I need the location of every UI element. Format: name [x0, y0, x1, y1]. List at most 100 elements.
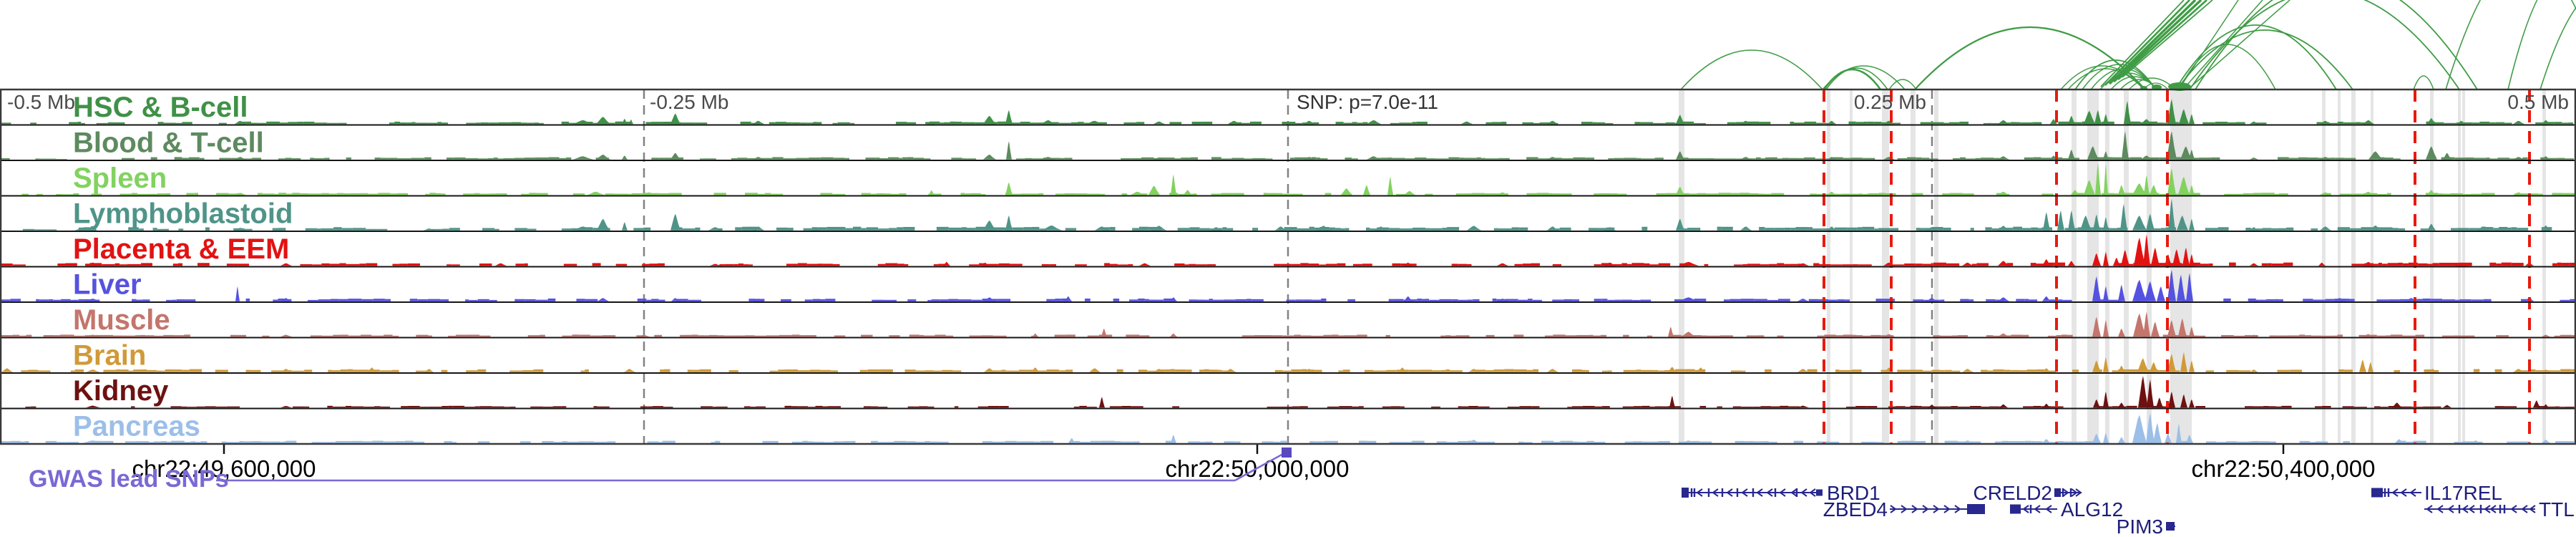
signal-noise — [488, 122, 499, 125]
strand-arrow-icon — [1809, 488, 1816, 497]
signal-noise — [1921, 406, 1932, 408]
signal-noise — [1170, 369, 1175, 372]
gene-pim3[interactable]: PIM3 — [2117, 516, 2175, 537]
signal-noise — [1758, 441, 1764, 443]
signal-peak — [2182, 247, 2190, 266]
signal-noise — [2192, 262, 2200, 266]
signal-noise — [1174, 369, 1186, 372]
interaction-fan-line — [2190, 0, 2290, 87]
gwas-lead-snp-marker[interactable] — [1282, 448, 1292, 458]
signal-noise — [962, 158, 967, 160]
signal-noise — [30, 122, 37, 125]
signal-noise — [352, 369, 362, 372]
signal-noise — [78, 299, 92, 301]
track-row-lymphoblastoid[interactable] — [22, 198, 2552, 231]
signal-noise — [1395, 193, 1407, 195]
signal-noise — [417, 299, 428, 301]
signal-peak — [753, 226, 764, 231]
signal-noise — [2030, 263, 2036, 266]
signal-peak — [753, 157, 764, 160]
signal-noise — [1706, 193, 1719, 195]
signal-noise — [2024, 299, 2029, 301]
signal-noise — [1128, 264, 1133, 266]
signal-noise — [1075, 440, 1080, 443]
track-row-placenta-eem[interactable] — [1, 234, 2575, 266]
track-row-muscle[interactable] — [1, 311, 2576, 337]
signal-noise — [1594, 264, 1601, 266]
signal-peak — [1275, 226, 1287, 231]
signal-noise — [113, 335, 127, 337]
signal-noise — [286, 440, 297, 443]
signal-noise — [404, 440, 414, 443]
signal-noise — [731, 335, 745, 337]
gene-il17rel[interactable]: IL17REL — [2371, 482, 2502, 504]
signal-noise — [2427, 263, 2433, 266]
track-row-kidney[interactable] — [25, 376, 2575, 408]
signal-noise — [1485, 193, 1498, 195]
signal-noise — [1335, 122, 1344, 125]
signal-noise — [820, 369, 831, 372]
signal-peak — [2104, 164, 2108, 195]
signal-noise — [764, 193, 771, 195]
signal-noise — [2557, 158, 2565, 160]
track-row-liver[interactable] — [1, 269, 2576, 301]
signal-noise — [351, 406, 364, 408]
signal-noise — [1141, 157, 1154, 160]
signal-noise — [1586, 440, 1594, 443]
signal-noise — [430, 228, 443, 231]
signal-noise — [986, 263, 999, 266]
signal-noise — [323, 442, 336, 443]
signal-noise — [239, 440, 244, 443]
signal-noise — [2337, 334, 2343, 337]
signal-noise — [314, 122, 323, 125]
signal-peak — [1152, 226, 1166, 231]
signal-noise — [2084, 441, 2097, 443]
signal-noise — [19, 335, 26, 337]
signal-noise — [343, 193, 350, 195]
signal-noise — [1808, 299, 1819, 301]
track-row-spleen[interactable] — [21, 163, 2576, 195]
track-row-hsc-b-cell[interactable] — [1, 99, 2574, 125]
signal-noise — [1946, 263, 1960, 266]
signal-noise — [1740, 299, 1755, 301]
signal-noise — [658, 299, 665, 301]
signal-peak — [2168, 198, 2175, 231]
signal-noise — [1765, 228, 1775, 231]
signal-noise — [1302, 299, 1312, 301]
signal-noise — [328, 369, 332, 372]
gene-creld2[interactable]: CRELD2 — [1974, 482, 2082, 504]
track-row-pancreas[interactable] — [1, 412, 2575, 443]
gene-ttll8[interactable]: TTLL8 — [2424, 498, 2576, 521]
signal-noise — [2454, 441, 2459, 443]
interaction-fan-line — [2112, 0, 2202, 83]
signal-noise — [1393, 299, 1404, 301]
signal-noise — [2258, 441, 2270, 443]
gene-alg12[interactable]: ALG12 — [2010, 498, 2123, 521]
signal-noise — [1252, 158, 1266, 160]
signal-noise — [593, 441, 608, 443]
signal-noise — [861, 193, 871, 195]
signal-noise — [425, 193, 430, 195]
signal-noise — [876, 193, 885, 195]
signal-noise — [2262, 228, 2272, 231]
signal-noise — [791, 441, 803, 443]
signal-noise — [1552, 263, 1562, 266]
signal-noise — [184, 442, 191, 443]
gene-brd1[interactable]: BRD1 — [1682, 482, 1880, 504]
gene-zbed4[interactable]: ZBED4 — [1823, 498, 1985, 521]
signal-peak — [1367, 120, 1381, 125]
signal-noise — [43, 335, 56, 337]
signal-noise — [308, 193, 322, 195]
signal-noise — [297, 122, 304, 125]
signal-noise — [540, 193, 548, 195]
interaction-arc — [2067, 68, 2145, 90]
signal-noise — [494, 228, 499, 231]
signal-noise — [215, 369, 228, 372]
signal-noise — [740, 121, 751, 125]
signal-noise — [2226, 369, 2239, 372]
signal-noise — [2157, 122, 2164, 125]
track-row-blood-t-cell[interactable] — [1, 131, 2574, 160]
track-row-brain[interactable] — [1, 352, 2576, 372]
signal-noise — [407, 263, 420, 266]
